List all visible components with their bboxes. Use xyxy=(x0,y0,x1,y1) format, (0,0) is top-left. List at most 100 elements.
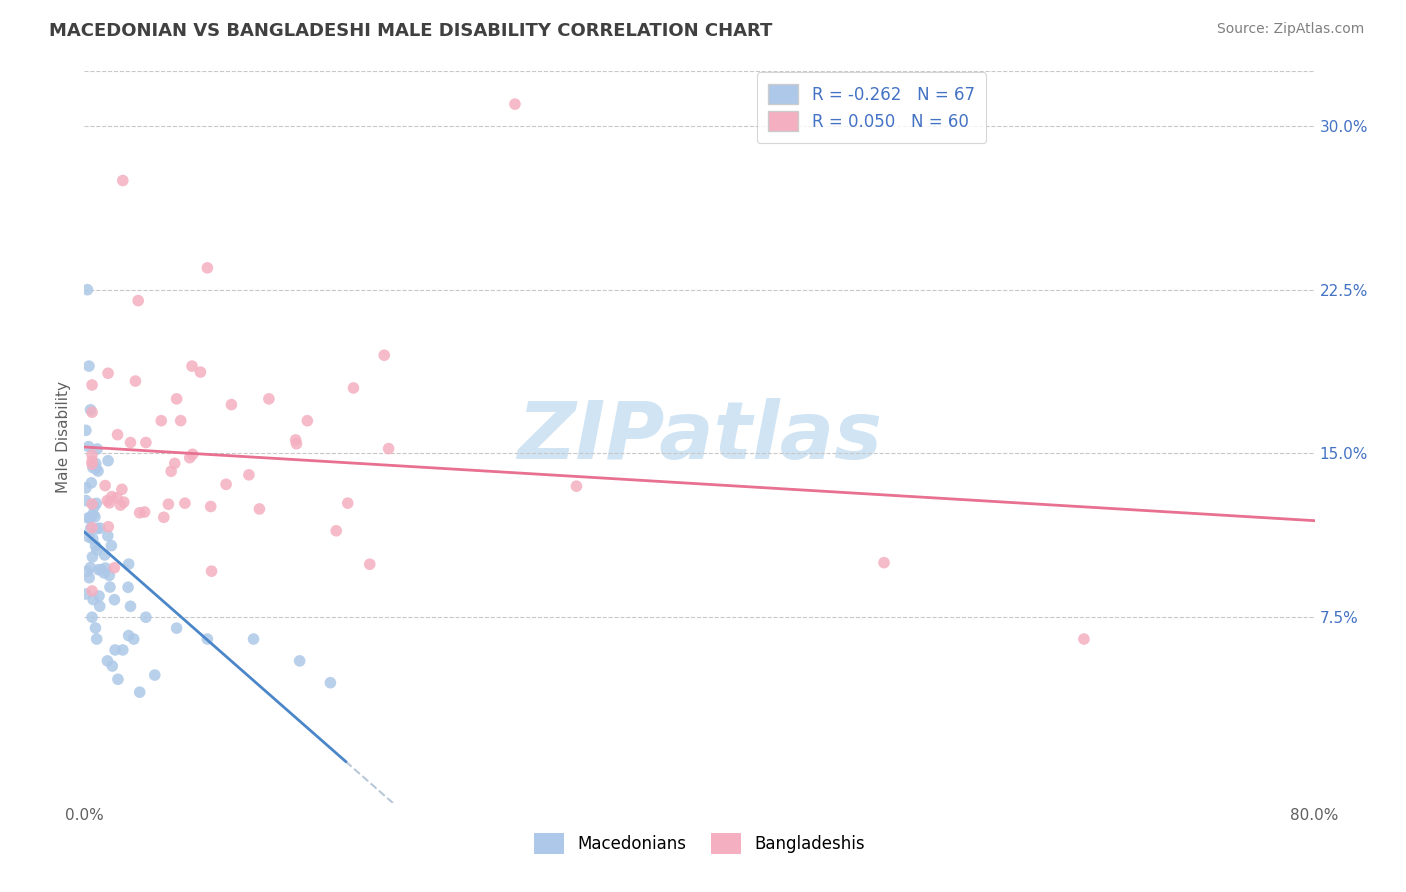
Point xyxy=(87,464,110,478)
Point xyxy=(80,497,103,511)
Point xyxy=(104,643,127,657)
Legend: Macedonians, Bangladeshis: Macedonians, Bangladeshis xyxy=(527,827,872,860)
Point xyxy=(76,283,98,297)
Point xyxy=(297,414,319,428)
Point xyxy=(134,505,156,519)
Point xyxy=(285,436,308,450)
Point xyxy=(181,447,204,461)
Point xyxy=(98,568,121,582)
Point xyxy=(98,496,121,510)
Point xyxy=(80,521,103,535)
Point xyxy=(359,558,381,572)
Point xyxy=(152,510,174,524)
Point xyxy=(89,599,111,614)
Point xyxy=(163,456,186,470)
Point xyxy=(86,442,108,456)
Point xyxy=(80,584,103,599)
Point xyxy=(84,457,107,471)
Point xyxy=(325,524,347,538)
Point xyxy=(150,414,173,428)
Point xyxy=(122,632,145,646)
Point xyxy=(111,643,134,657)
Point xyxy=(373,348,395,362)
Point xyxy=(135,610,157,624)
Point xyxy=(82,507,104,521)
Point xyxy=(103,560,125,574)
Point xyxy=(79,402,101,417)
Point xyxy=(96,493,118,508)
Point xyxy=(336,496,359,510)
Point xyxy=(84,461,107,475)
Point xyxy=(86,496,108,510)
Point xyxy=(79,511,101,525)
Point xyxy=(377,442,399,456)
Point xyxy=(135,435,157,450)
Point xyxy=(97,366,120,380)
Point xyxy=(101,490,124,504)
Point xyxy=(98,580,121,594)
Point xyxy=(101,659,124,673)
Point xyxy=(249,502,271,516)
Point xyxy=(215,477,238,491)
Point xyxy=(190,365,212,379)
Point xyxy=(257,392,280,406)
Point xyxy=(77,359,100,373)
Point xyxy=(77,440,100,454)
Point xyxy=(170,414,193,428)
Point xyxy=(157,497,180,511)
Point xyxy=(319,675,342,690)
Point xyxy=(100,539,122,553)
Point xyxy=(96,654,118,668)
Point xyxy=(76,565,98,579)
Point xyxy=(86,632,108,646)
Point xyxy=(80,405,103,419)
Point xyxy=(87,589,110,603)
Point xyxy=(82,460,104,475)
Text: ZIPatlas: ZIPatlas xyxy=(517,398,882,476)
Point xyxy=(107,673,129,687)
Point xyxy=(197,632,219,646)
Point xyxy=(75,493,97,508)
Point xyxy=(79,522,101,536)
Point xyxy=(873,556,896,570)
Point xyxy=(80,475,103,490)
Point xyxy=(118,557,141,571)
Point xyxy=(75,481,97,495)
Point xyxy=(82,592,104,607)
Point xyxy=(80,610,103,624)
Point xyxy=(97,453,120,467)
Point xyxy=(124,374,146,388)
Text: Source: ZipAtlas.com: Source: ZipAtlas.com xyxy=(1216,22,1364,37)
Point xyxy=(80,378,103,392)
Point xyxy=(342,381,364,395)
Point xyxy=(111,483,134,497)
Point xyxy=(288,654,311,668)
Point xyxy=(166,621,188,635)
Point xyxy=(221,398,243,412)
Point xyxy=(128,506,150,520)
Point xyxy=(79,560,101,574)
Point xyxy=(166,392,188,406)
Point xyxy=(565,479,588,493)
Point xyxy=(200,500,222,514)
Point xyxy=(87,563,110,577)
Point xyxy=(86,522,108,536)
Point xyxy=(242,632,264,646)
Point xyxy=(84,509,107,524)
Point xyxy=(97,529,120,543)
Point xyxy=(94,548,117,562)
Point xyxy=(83,500,105,514)
Point xyxy=(77,530,100,544)
Point xyxy=(86,543,108,558)
Point xyxy=(80,457,103,471)
Point xyxy=(120,599,142,614)
Point xyxy=(77,511,100,525)
Point xyxy=(200,564,222,578)
Point xyxy=(111,173,134,187)
Point xyxy=(174,496,197,510)
Point xyxy=(80,448,103,462)
Point xyxy=(89,521,111,535)
Point xyxy=(238,467,260,482)
Point xyxy=(103,592,125,607)
Point xyxy=(84,539,107,553)
